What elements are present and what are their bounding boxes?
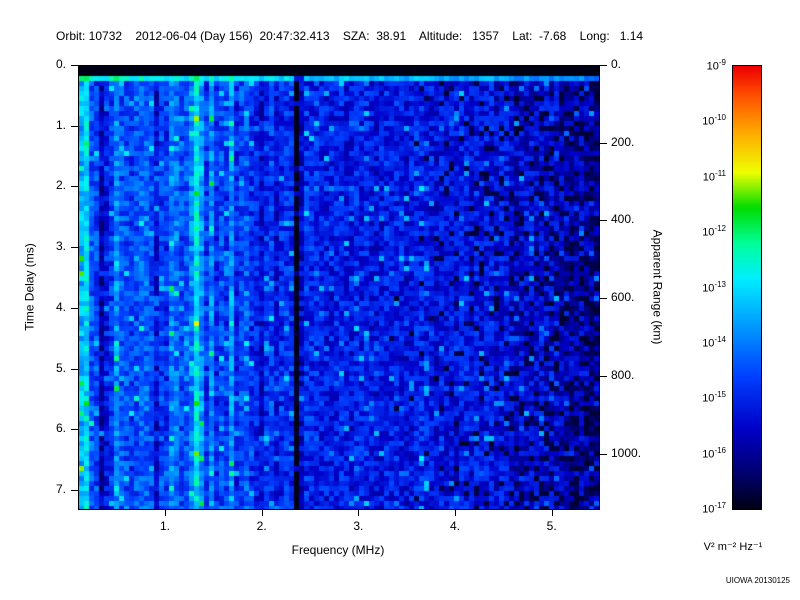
y-right-tick-label: 200. [611,134,635,149]
y-left-tick-mark [71,186,78,188]
y-left-tick-mark [71,125,78,127]
x-tick-mark [165,510,166,516]
colorbar-tick-label: 10-15 [702,390,726,405]
x-tick-label: 3. [353,519,364,533]
header-info: Orbit: 10732 2012-06-04 (Day 156) 20:47:… [56,29,644,43]
y-right-tick-mark [600,65,607,66]
colorbar-tick-label: 10-9 [706,58,726,73]
colorbar [732,65,762,510]
colorbar-tick-label: 10-16 [702,445,726,461]
colorbar-tick-label: 10-17 [702,501,726,516]
credit-text: UIOWA 20130125 [725,576,790,585]
y-left-tick-mark [71,65,78,66]
colorbar-tick-label: 10-10 [702,113,726,129]
y-left-tick-mark [71,307,78,309]
y-right-tick-label: 1000. [611,445,642,460]
y-left-tick-mark [71,489,78,491]
y-left-tick-mark [71,368,78,370]
x-tick-label: 4. [449,519,460,533]
colorbar-tick-label: 10-13 [702,279,726,295]
y-left-tick-label: 4. [55,299,66,314]
y-left-tick-label: 2. [55,178,66,193]
x-tick-label: 1. [159,519,170,533]
colorbar-tick-label: 10-14 [702,334,726,350]
colorbar-canvas [733,66,761,509]
spectrogram-plot [78,65,600,510]
y-right-tick-label: 400. [611,212,635,227]
y-right-tick-label: 800. [611,367,635,382]
y-right-tick-mark [600,142,607,144]
y-left-tick-label: 6. [55,421,66,436]
colorbar-unit-label: V² m⁻² Hz⁻¹ [703,541,763,553]
x-axis-label: Frequency (MHz) [291,543,385,557]
x-tick-label: 2. [256,519,267,533]
y-right-tick-label: 0. [611,57,622,71]
y-right-tick-mark [600,298,607,300]
y-left-tick-label: 7. [55,481,66,496]
y-left-tick-label: 1. [55,117,66,132]
x-tick-mark [455,510,456,516]
y-left-tick-label: 5. [55,360,66,375]
y-right-tick-label: 600. [611,290,635,305]
y-right-tick-mark [600,220,607,222]
x-tick-mark [261,510,263,516]
colorbar-tick-label: 10-12 [702,224,726,239]
y-left-tick-label: 3. [55,239,66,254]
x-tick-mark [358,510,360,516]
y-right-tick-mark [600,453,607,455]
y-left-tick-label: 0. [55,57,66,71]
y-left-tick-mark [71,429,78,431]
colorbar-tick-label: 10-11 [702,168,726,184]
y-left-tick-mark [71,247,78,249]
x-tick-label: 5. [546,519,557,533]
spectrogram-canvas [79,66,599,509]
y-right-tick-mark [600,375,607,377]
x-tick-mark [551,510,553,516]
